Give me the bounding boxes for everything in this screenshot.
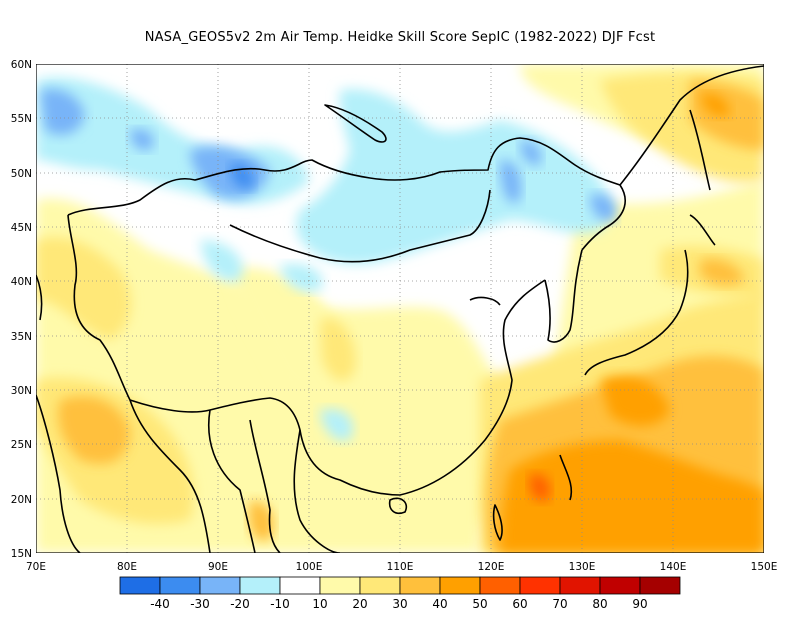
lat-tick-label: 15N bbox=[11, 548, 32, 560]
colorbar-tick-label: 90 bbox=[632, 597, 647, 611]
lon-tick-label: 90E bbox=[208, 561, 228, 573]
lon-tick-label: 120E bbox=[478, 561, 505, 573]
lon-tick-label: 100E bbox=[296, 561, 323, 573]
coastlines bbox=[36, 65, 764, 553]
colorbar-swatch bbox=[559, 576, 601, 595]
colorbar-tick-label: 30 bbox=[392, 597, 407, 611]
colorbar-tick-label: 40 bbox=[432, 597, 447, 611]
lat-tick-label: 45N bbox=[11, 222, 32, 234]
colorbar-tick-label: -30 bbox=[190, 597, 210, 611]
colorbar-swatch bbox=[639, 576, 681, 595]
colorbar-tick-label: -40 bbox=[150, 597, 170, 611]
lat-tick-label: 25N bbox=[11, 439, 32, 451]
colorbar-tick-label: 20 bbox=[352, 597, 367, 611]
colorbar-swatch bbox=[599, 576, 641, 595]
colorbar-swatch bbox=[319, 576, 361, 595]
skill-score-field bbox=[36, 64, 764, 553]
lon-tick-labels: 70E 80E 90E 100E 110E 120E 130E 140E 150… bbox=[26, 561, 777, 573]
lon-tick-label: 150E bbox=[751, 561, 778, 573]
colorbar-tick-label: 10 bbox=[312, 597, 327, 611]
lat-tick-label: 35N bbox=[11, 331, 32, 343]
colorbar-tick-label: 50 bbox=[472, 597, 487, 611]
lat-tick-labels: 15N 20N 25N 30N 35N 40N 45N 50N 55N 60N bbox=[11, 59, 32, 560]
colorbar-tick-label: 70 bbox=[552, 597, 567, 611]
lat-tick-label: 30N bbox=[11, 385, 32, 397]
lat-tick-label: 55N bbox=[11, 113, 32, 125]
colorbar-swatch bbox=[239, 576, 281, 595]
lon-tick-label: 140E bbox=[660, 561, 687, 573]
colorbar-swatch bbox=[479, 576, 521, 595]
colorbar bbox=[119, 576, 681, 595]
lat-tick-label: 50N bbox=[11, 168, 32, 180]
lon-tick-label: 110E bbox=[387, 561, 414, 573]
lat-tick-label: 20N bbox=[11, 494, 32, 506]
colorbar-swatch bbox=[399, 576, 441, 595]
lat-tick-label: 60N bbox=[11, 59, 32, 71]
colorbar-swatch bbox=[119, 576, 161, 595]
lat-tick-label: 40N bbox=[11, 276, 32, 288]
colorbar-swatch bbox=[519, 576, 561, 595]
colorbar-tick-label: 80 bbox=[592, 597, 607, 611]
colorbar-tick-label: 60 bbox=[512, 597, 527, 611]
colorbar-tick-label: -20 bbox=[230, 597, 250, 611]
lon-tick-label: 70E bbox=[26, 561, 46, 573]
colorbar-swatch bbox=[159, 576, 201, 595]
colorbar-swatch bbox=[199, 576, 241, 595]
colorbar-tick-label: -10 bbox=[270, 597, 290, 611]
map-title: NASA_GEOS5v2 2m Air Temp. Heidke Skill S… bbox=[144, 30, 656, 45]
lon-tick-label: 80E bbox=[117, 561, 137, 573]
colorbar-swatch bbox=[359, 576, 401, 595]
colorbar-swatch bbox=[279, 576, 321, 595]
colorbar-labels: -40 -30 -20 -10 10 20 30 40 50 60 70 80 … bbox=[150, 597, 647, 611]
lon-tick-label: 130E bbox=[569, 561, 596, 573]
colorbar-swatch bbox=[439, 576, 481, 595]
